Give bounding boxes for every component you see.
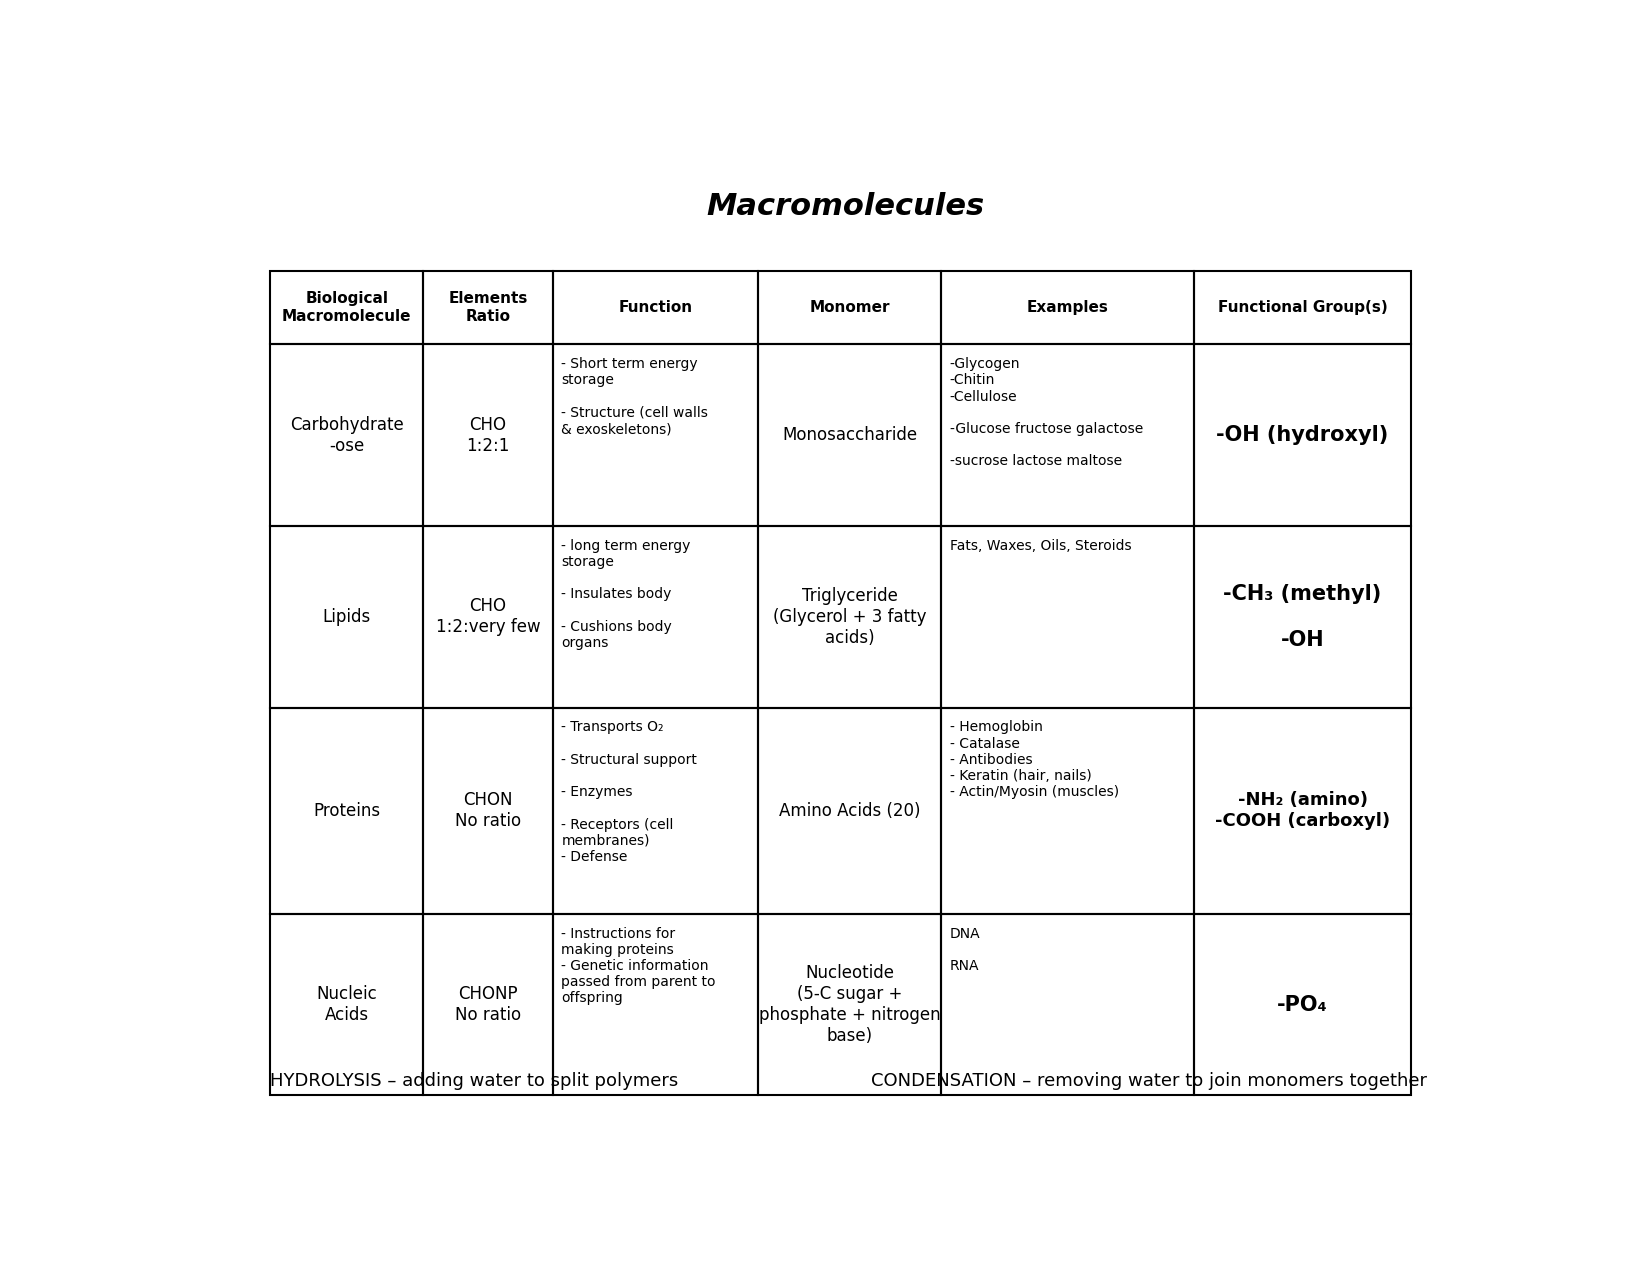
- Text: DNA

RNA: DNA RNA: [950, 927, 980, 973]
- Bar: [1193, 708, 1411, 914]
- Bar: [759, 914, 940, 1095]
- Text: CHON
No ratio: CHON No ratio: [455, 792, 521, 830]
- Text: Fats, Waxes, Oils, Steroids: Fats, Waxes, Oils, Steroids: [950, 539, 1132, 553]
- Text: Examples: Examples: [1026, 300, 1109, 315]
- Bar: [422, 914, 553, 1095]
- Bar: [422, 708, 553, 914]
- Bar: [1193, 527, 1411, 708]
- Text: Carbohydrate
-ose: Carbohydrate -ose: [290, 416, 404, 455]
- Text: Proteins: Proteins: [314, 802, 380, 820]
- Bar: [271, 708, 422, 914]
- Text: - Hemoglobin
- Catalase
- Antibodies
- Keratin (hair, nails)
- Actin/Myosin (mus: - Hemoglobin - Catalase - Antibodies - K…: [950, 720, 1119, 799]
- Bar: [422, 270, 553, 344]
- Bar: [422, 344, 553, 527]
- Bar: [759, 708, 940, 914]
- Text: Functional Group(s): Functional Group(s): [1218, 300, 1388, 315]
- Text: -Glycogen
-Chitin
-Cellulose

-Glucose fructose galactose

-sucrose lactose malt: -Glycogen -Chitin -Cellulose -Glucose fr…: [950, 357, 1143, 468]
- Bar: [271, 344, 422, 527]
- Bar: [1193, 344, 1411, 527]
- Text: Nucleotide
(5-C sugar +
phosphate + nitrogen
base): Nucleotide (5-C sugar + phosphate + nitr…: [759, 964, 940, 1046]
- Text: -NH₂ (amino)
-COOH (carboxyl): -NH₂ (amino) -COOH (carboxyl): [1214, 792, 1389, 830]
- Bar: [1193, 914, 1411, 1095]
- Text: - long term energy
storage

- Insulates body

- Cushions body
organs: - long term energy storage - Insulates b…: [561, 539, 691, 650]
- Text: Nucleic
Acids: Nucleic Acids: [317, 986, 378, 1024]
- Text: -PO₄: -PO₄: [1277, 994, 1328, 1015]
- Bar: [759, 270, 940, 344]
- Bar: [553, 708, 759, 914]
- Text: Monomer: Monomer: [810, 300, 889, 315]
- Bar: [271, 270, 422, 344]
- Text: Lipids: Lipids: [322, 608, 371, 626]
- Text: CHO
1:2:very few: CHO 1:2:very few: [436, 598, 540, 636]
- Text: Biological
Macromolecule: Biological Macromolecule: [282, 292, 411, 324]
- Text: CONDENSATION – removing water to join monomers together: CONDENSATION – removing water to join mo…: [871, 1072, 1427, 1090]
- Bar: [759, 344, 940, 527]
- Bar: [271, 914, 422, 1095]
- Bar: [759, 527, 940, 708]
- Bar: [422, 527, 553, 708]
- Text: Amino Acids (20): Amino Acids (20): [779, 802, 921, 820]
- Text: HYDROLYSIS – adding water to split polymers: HYDROLYSIS – adding water to split polym…: [271, 1072, 678, 1090]
- Text: Function: Function: [619, 300, 693, 315]
- Text: Monosaccharide: Monosaccharide: [782, 426, 917, 444]
- Text: - Transports O₂

- Structural support

- Enzymes

- Receptors (cell
membranes)
-: - Transports O₂ - Structural support - E…: [561, 720, 698, 864]
- Text: - Instructions for
making proteins
- Genetic information
passed from parent to
o: - Instructions for making proteins - Gen…: [561, 927, 716, 1006]
- Text: - Short term energy
storage

- Structure (cell walls
& exoskeletons): - Short term energy storage - Structure …: [561, 357, 708, 436]
- Text: Macromolecules: Macromolecules: [706, 193, 985, 222]
- Text: Elements
Ratio: Elements Ratio: [449, 292, 528, 324]
- Bar: [553, 270, 759, 344]
- Bar: [553, 527, 759, 708]
- Bar: [940, 914, 1193, 1095]
- Bar: [271, 527, 422, 708]
- Bar: [553, 914, 759, 1095]
- Bar: [940, 270, 1193, 344]
- Bar: [940, 344, 1193, 527]
- Text: -CH₃ (methyl)

-OH: -CH₃ (methyl) -OH: [1223, 584, 1381, 650]
- Bar: [553, 344, 759, 527]
- Text: -OH (hydroxyl): -OH (hydroxyl): [1216, 426, 1389, 445]
- Bar: [940, 708, 1193, 914]
- Bar: [940, 527, 1193, 708]
- Text: Triglyceride
(Glycerol + 3 fatty
acids): Triglyceride (Glycerol + 3 fatty acids): [772, 586, 926, 646]
- Bar: [1193, 270, 1411, 344]
- Text: CHONP
No ratio: CHONP No ratio: [455, 986, 521, 1024]
- Text: CHO
1:2:1: CHO 1:2:1: [467, 416, 510, 455]
